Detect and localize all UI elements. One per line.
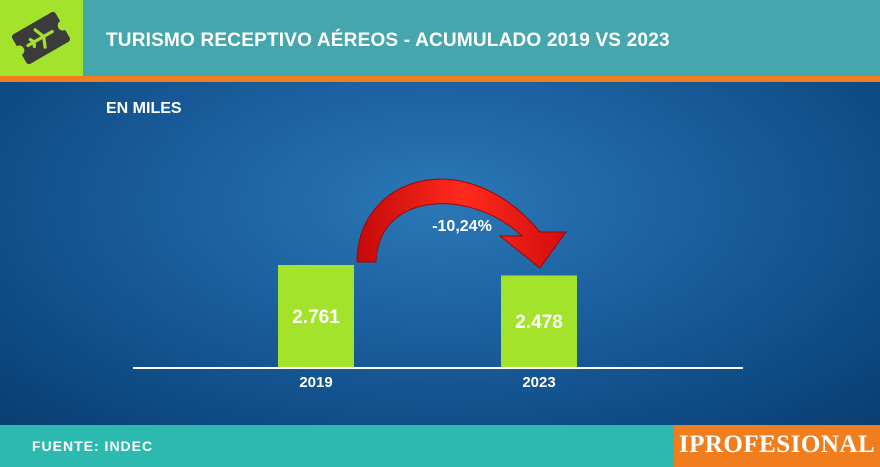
logo-box [0, 0, 83, 76]
header-bar: TURISMO RECEPTIVO AÉREOS - ACUMULADO 201… [0, 0, 880, 76]
bar-2023 [501, 275, 577, 367]
change-arrow [356, 178, 567, 269]
bar-chart: 2.761 2.478 2019 2023 -10,24% [133, 178, 743, 391]
x-tick-label-2023: 2023 [522, 374, 555, 391]
source-label: FUENTE: INDEC [32, 438, 154, 454]
brand-logo: IPROFESIONAL [678, 431, 876, 458]
plane-ticket-icon [11, 11, 71, 65]
data-label-2019: 2.761 [292, 307, 340, 328]
x-tick-label-2019: 2019 [299, 374, 332, 391]
header-divider [0, 76, 880, 82]
units-label: EN MILES [106, 100, 182, 117]
data-label-2023: 2.478 [515, 312, 563, 333]
brand-box: IPROFESIONAL [674, 425, 880, 467]
chart-title: TURISMO RECEPTIVO AÉREOS - ACUMULADO 201… [106, 30, 670, 51]
change-label: -10,24% [432, 218, 492, 235]
bar-2019 [278, 265, 354, 367]
